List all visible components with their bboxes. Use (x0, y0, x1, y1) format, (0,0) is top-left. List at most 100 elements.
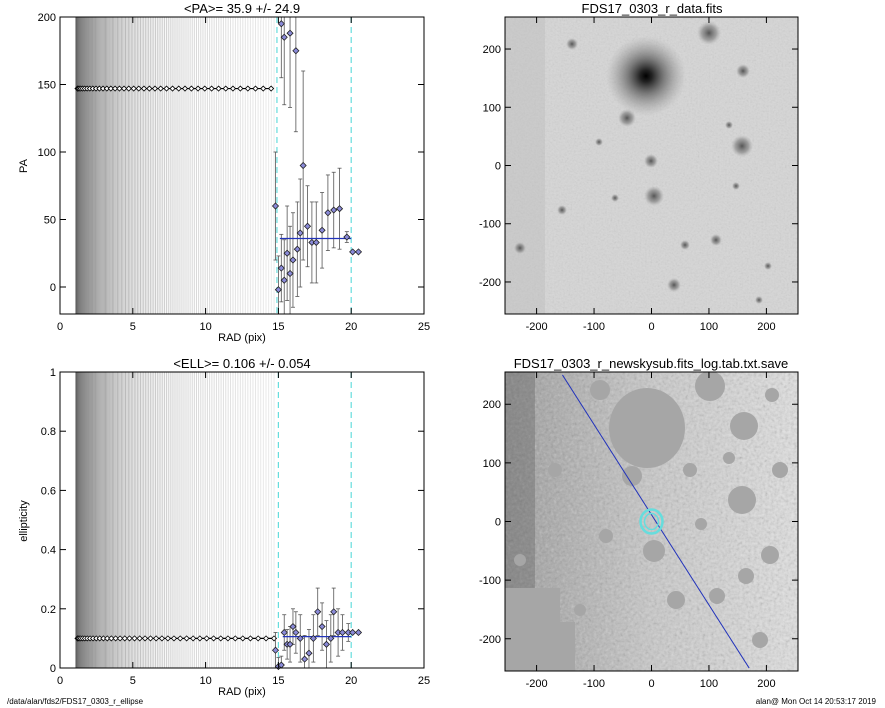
constant-marker (170, 635, 178, 642)
y-tick-label: 0 (495, 161, 501, 173)
data-point (292, 628, 300, 637)
ell-plot-frame (59, 371, 425, 669)
data-point (314, 608, 322, 616)
constant-marker (151, 85, 159, 92)
data-point (318, 622, 326, 631)
constant-marker (190, 635, 197, 642)
data-point (349, 248, 357, 256)
x-tick-label: 15 (272, 321, 284, 333)
data-point (330, 608, 338, 616)
x-tick-label: 5 (130, 321, 136, 333)
constant-marker (208, 85, 215, 92)
ell-panel: 0 5 10 15 20 25 0 0.2 0.4 0.6 0.8 1 <ELL>= 0.106 +/… (18, 356, 430, 698)
ell-cyan-markers (277, 372, 352, 668)
data-point (324, 209, 332, 217)
data-point (327, 634, 335, 642)
skysub-ellipse-outer (639, 508, 664, 535)
y-tick-label: 0.2 (41, 604, 56, 616)
y-tick-label: 50 (44, 215, 56, 227)
data-image-ticks: -200 -100 0 100 200 -200 -100 0 100 200 (479, 17, 798, 333)
constant-marker (177, 635, 184, 642)
ell-constant-markers (74, 635, 278, 642)
x-tick-label: -100 (583, 321, 605, 333)
data-point (305, 649, 313, 657)
constant-marker (163, 85, 170, 92)
x-tick-label: 200 (757, 321, 775, 333)
data-point (338, 628, 347, 637)
data-point (296, 634, 304, 642)
data-point (293, 245, 301, 253)
data-point (312, 238, 320, 247)
y-tick-label: 100 (483, 102, 501, 114)
skysub-image-panel: -200 -100 0 100 200 -200 -100 0 100 200 FDS17_030… (479, 356, 799, 690)
pa-y-axis-label: PA (18, 158, 30, 173)
data-point (292, 47, 300, 55)
constant-marker (183, 635, 190, 642)
data-point (280, 33, 288, 41)
data-point (296, 229, 304, 237)
x-tick-label: 10 (199, 321, 211, 333)
data-point (335, 205, 344, 213)
y-tick-label: -100 (479, 219, 501, 231)
constant-marker (247, 635, 254, 642)
constant-marker (244, 85, 251, 92)
constant-marker (175, 85, 182, 92)
pa-axis-ticks: 0 5 10 15 20 25 0 50 100 150 200 (38, 12, 430, 333)
ell-axis-ticks: 0 5 10 15 20 25 0 0.2 0.4 0.6 0.8 1 (41, 367, 430, 687)
constant-marker (232, 635, 239, 642)
y-tick-label: -200 (479, 277, 501, 289)
data-image-title: FDS17_0303_r_data.fits (582, 1, 723, 16)
data-point (354, 248, 363, 256)
x-tick-label: 200 (757, 678, 775, 690)
constant-marker (210, 635, 217, 642)
constant-marker (203, 635, 210, 642)
x-tick-label: 100 (700, 321, 718, 333)
x-tick-label: 25 (418, 321, 430, 333)
x-tick-label: 100 (700, 678, 718, 690)
constant-marker (169, 85, 176, 92)
data-point (349, 628, 357, 637)
data-point (330, 206, 338, 214)
data-point (277, 264, 285, 272)
ell-title: <ELL>= 0.106 +/- 0.054 (173, 356, 310, 371)
pa-constant-markers (74, 85, 275, 92)
ell-data-points (271, 608, 363, 671)
constant-marker (229, 85, 237, 92)
y-tick-label: 100 (483, 458, 501, 470)
data-point (286, 29, 294, 37)
x-tick-label: 10 (199, 675, 211, 687)
data-point (309, 634, 317, 642)
constant-marker (268, 85, 275, 92)
pa-error-lines (75, 17, 275, 314)
y-tick-label: 200 (483, 399, 501, 411)
skysub-position-angle-line (562, 374, 750, 669)
data-point (277, 20, 285, 28)
y-tick-label: 0 (50, 282, 56, 294)
skysub-ellipse-inner (643, 512, 660, 531)
x-tick-label: -200 (526, 321, 548, 333)
constant-marker (153, 635, 160, 642)
ell-x-axis-label: RAD (pix) (218, 686, 266, 698)
x-tick-label: 0 (57, 321, 63, 333)
constant-marker (147, 635, 154, 642)
y-tick-label: 0.4 (41, 545, 56, 557)
constant-marker (252, 85, 259, 92)
data-point (354, 628, 363, 637)
pa-cyan-markers (276, 17, 352, 314)
x-tick-label: -200 (526, 678, 548, 690)
y-tick-label: 1 (50, 367, 56, 379)
data-point (286, 640, 294, 648)
constant-marker (164, 635, 171, 642)
data-point (280, 628, 288, 637)
data-point (299, 161, 307, 170)
data-point (277, 661, 285, 669)
constant-marker (217, 635, 224, 642)
y-tick-label: 0 (50, 663, 56, 675)
y-tick-label: 200 (483, 44, 501, 56)
constant-marker (157, 85, 164, 92)
x-tick-label: 15 (272, 675, 284, 687)
footer-timestamp: alan@ Mon Oct 14 20:53:17 2019 (755, 697, 876, 706)
y-tick-label: 100 (38, 147, 56, 159)
data-point (318, 226, 326, 234)
